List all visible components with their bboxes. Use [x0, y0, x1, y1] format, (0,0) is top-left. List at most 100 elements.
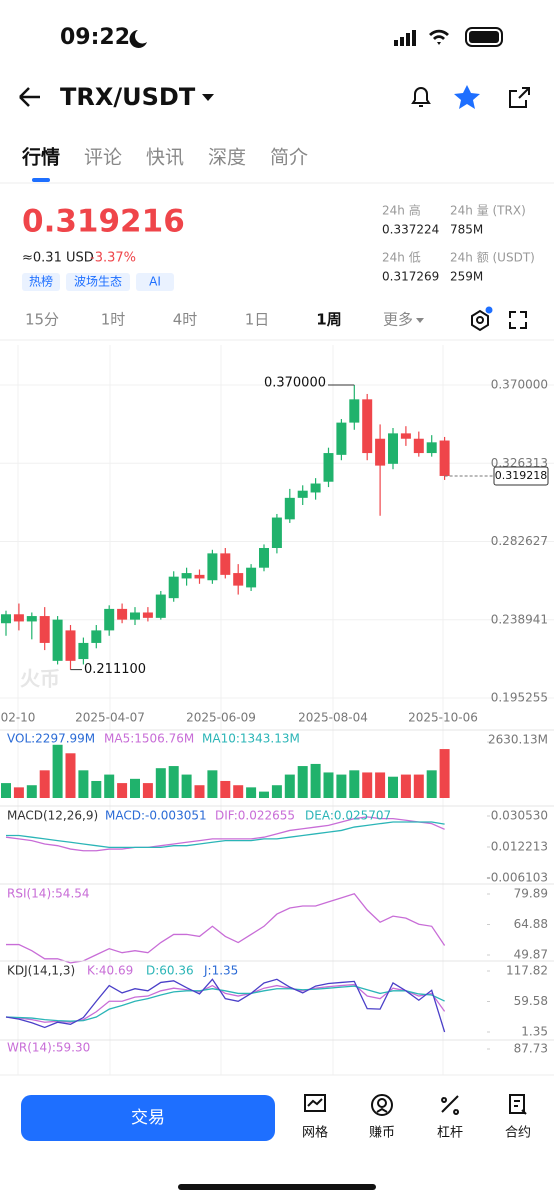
y-tick-label: 2630.13M	[488, 733, 548, 747]
tag[interactable]: AI	[149, 275, 161, 289]
stat-value: 785M	[450, 223, 483, 237]
period-tab[interactable]: 1日	[245, 311, 270, 329]
action-icon[interactable]	[509, 1094, 527, 1115]
volume-bar	[65, 753, 76, 798]
volume-bar	[78, 770, 89, 798]
period-tab[interactable]: 1时	[101, 311, 126, 329]
tab[interactable]: 简介	[270, 147, 308, 169]
kdj-label: D:60.36	[146, 964, 194, 978]
stat-value: 259M	[450, 270, 483, 284]
candle-body	[426, 442, 437, 454]
y-tick-label: 64.88	[514, 917, 548, 931]
candle-body	[1, 614, 11, 624]
candle-body	[284, 497, 295, 520]
macd-label: DEA:0.025707	[305, 809, 391, 823]
period-tab[interactable]: 15分	[25, 311, 59, 329]
action-label[interactable]: 赚币	[369, 1125, 395, 1141]
tab[interactable]: 行情	[21, 146, 60, 169]
home-indicator	[178, 1184, 376, 1190]
date-label: 2025-08-04	[298, 711, 368, 725]
period-tab[interactable]: 1周	[316, 311, 341, 329]
period-tab[interactable]: 4时	[173, 311, 198, 329]
tag-bg	[66, 273, 130, 291]
settings-dot	[476, 316, 484, 324]
y-tick-label: 59.58	[514, 994, 548, 1008]
kdj-label: J:1.35	[203, 964, 238, 978]
settings-button[interactable]	[471, 309, 489, 332]
candle-body	[246, 567, 257, 588]
volume-bar	[91, 780, 102, 798]
action-icon[interactable]	[371, 1094, 394, 1116]
wr-label: WR(14):59.30	[7, 1041, 90, 1055]
macd-label: MACD(12,26,9)	[7, 809, 98, 823]
tab[interactable]: 快讯	[146, 147, 184, 169]
y-tick-label: 0.238941	[491, 612, 548, 626]
volume-bar	[375, 772, 386, 798]
volume-bar	[26, 785, 37, 798]
volume-bar	[413, 774, 424, 798]
tab[interactable]: 深度	[208, 147, 246, 169]
y-tick-label: 49.87	[514, 948, 548, 962]
volume-bar	[155, 768, 166, 798]
action-label[interactable]: 杠杆	[437, 1125, 463, 1141]
kdj-j-line	[5, 978, 446, 1033]
volume-bar	[168, 766, 179, 798]
fullscreen-button[interactable]	[509, 311, 527, 329]
date-label: 2025-10-06	[408, 711, 478, 725]
low-label: 0.211100	[84, 662, 146, 677]
volume-bar	[52, 744, 63, 798]
high-label: 0.370000	[264, 376, 326, 391]
action-label[interactable]: 网格	[302, 1125, 328, 1141]
volume-bar	[117, 783, 128, 798]
change-percent: -3.37%	[90, 251, 136, 266]
pair-dropdown[interactable]	[202, 94, 214, 101]
alert-button[interactable]	[411, 87, 431, 107]
candle-body	[323, 453, 334, 482]
macd-dif-line	[5, 816, 445, 852]
volume-bar	[207, 770, 218, 798]
status-icons	[394, 27, 503, 47]
tag[interactable]: 波场生态	[74, 275, 122, 289]
date-label: 02-10	[1, 711, 36, 725]
candle-body	[130, 612, 140, 620]
trade-label[interactable]: 交易	[131, 1108, 165, 1128]
rsi-values-line	[6, 893, 446, 964]
y-tick-label: 1.35	[521, 1025, 548, 1039]
pair-title[interactable]: TRX/USDT	[60, 83, 196, 111]
period-tab[interactable]: 更多	[383, 311, 413, 329]
y-tick-label: 0.282627	[491, 534, 548, 548]
candle-body	[375, 438, 386, 466]
usd-price: ≈0.31 USD	[22, 251, 94, 266]
candle-body	[271, 517, 282, 548]
volume-bar	[323, 772, 334, 798]
favorite-button[interactable]	[454, 85, 480, 109]
volume-bar	[194, 785, 205, 798]
candle-body	[142, 612, 153, 618]
volume-bar	[1, 783, 11, 798]
volume-bar	[271, 785, 282, 798]
stat-label: 24h 高	[382, 203, 421, 218]
macd-dea-line	[6, 821, 445, 849]
volume-bar	[130, 778, 140, 798]
candle-body	[91, 630, 102, 643]
tab[interactable]: 评论	[84, 147, 122, 169]
y-tick-label: -0.006103	[486, 871, 548, 885]
candle-body	[297, 490, 308, 498]
volume-label: MA5:1506.76M	[104, 732, 194, 746]
kdj-label: KDJ(14,1,3)	[7, 964, 75, 978]
trade-button[interactable]	[21, 1095, 275, 1141]
rsi-label: RSI(14):54.54	[7, 887, 90, 901]
back-button[interactable]	[19, 87, 40, 107]
share-button[interactable]	[509, 87, 530, 108]
last-price: 0.319216	[22, 204, 185, 240]
candle-body	[388, 433, 398, 464]
macd-label: DIF:0.022655	[215, 809, 295, 823]
volume-bar	[39, 770, 50, 798]
tag[interactable]: 热榜	[29, 274, 53, 289]
action-label[interactable]: 合约	[505, 1126, 531, 1141]
action-icon[interactable]	[304, 1094, 326, 1112]
candle-body	[168, 576, 179, 599]
candle-body	[26, 616, 37, 622]
action-icon[interactable]	[441, 1095, 460, 1115]
